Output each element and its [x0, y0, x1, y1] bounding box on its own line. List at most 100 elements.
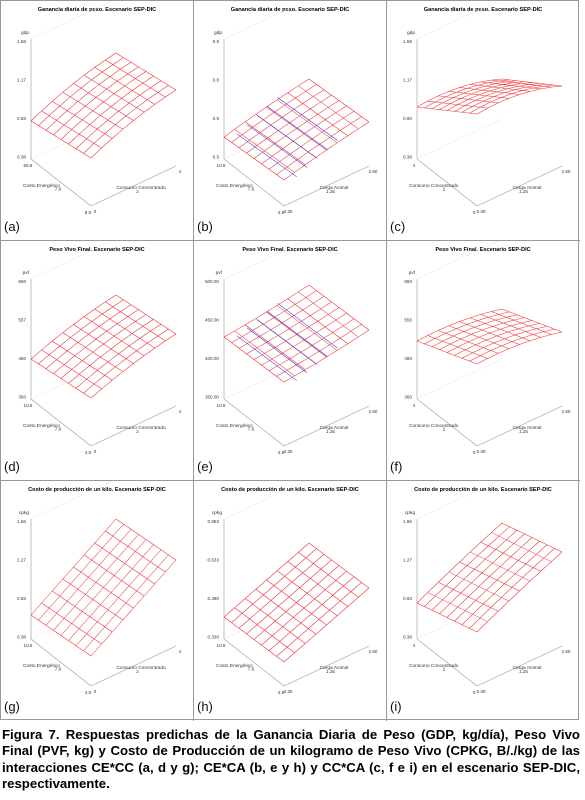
y-tick-label: 2.50: [562, 649, 571, 654]
y-axis: [90, 165, 177, 207]
surface-line: [470, 84, 531, 92]
back-edge: [416, 358, 503, 400]
surface-line: [480, 314, 541, 338]
surface-line: [276, 116, 362, 175]
surface-line: [30, 294, 117, 360]
surface-line: [68, 544, 154, 641]
surface-line: [470, 551, 531, 582]
surface-line: [469, 548, 555, 629]
surface-line: [287, 298, 348, 344]
y-tick-label: 4: [179, 169, 182, 174]
panel-letter: (c): [390, 219, 406, 234]
y-tick-label: 1.25: [519, 669, 528, 674]
y-tick-label: 2.50: [369, 409, 378, 414]
z-tick-label: 0.38: [17, 635, 26, 640]
y-tick-label: 2.50: [369, 649, 378, 654]
z-tick-label: 460: [18, 356, 26, 361]
surface-line-blue: [277, 302, 338, 349]
surface-line: [83, 554, 145, 597]
y-axis-label: Carga Animal: [320, 425, 349, 431]
x-axis-label: Consumo Concentrado: [409, 423, 459, 429]
surface-plot: Ganancia diaria de peso. Escenario SEP-D…: [213, 1, 378, 215]
surface-line: [459, 561, 520, 592]
y-axis-label: Carga Animal: [320, 665, 349, 671]
surface-line: [90, 559, 177, 657]
x-tick-label: 4.6: [278, 690, 285, 695]
surface-line: [115, 294, 177, 335]
z-tick-label: 0.83: [403, 596, 412, 601]
surface-line: [94, 542, 155, 585]
surface-plot: Peso Vivo Final. Escenario SEP-DIC pvf 650…: [404, 241, 571, 455]
surface-line: [491, 311, 552, 335]
y-tick-label: 2.60: [369, 169, 378, 174]
x-axis: [30, 158, 92, 207]
surface-line: [476, 551, 563, 633]
plot-panel: Costo de producción de un kilo. Escenari…: [194, 481, 387, 721]
surface-line: [476, 85, 563, 115]
surface-line-blue: [236, 335, 297, 381]
surface-line: [266, 106, 327, 151]
surface-line: [470, 317, 531, 341]
z-tick-label: 360: [18, 395, 26, 400]
surface-line: [73, 566, 134, 609]
back-edge: [223, 598, 310, 640]
z-tick-label: 550: [404, 318, 412, 323]
y-tick-label: 0.30: [284, 689, 293, 694]
x-tick-label: 0: [473, 450, 476, 455]
surface-line: [424, 526, 510, 607]
y-tick-label: 1.25: [519, 189, 528, 194]
x-tick-label: 2: [443, 187, 446, 192]
surface-line: [75, 80, 162, 149]
back-edge: [30, 241, 113, 280]
x-tick-label: 2: [443, 667, 446, 672]
z-tick-label: 0.6: [213, 116, 220, 121]
y-tick-label: 2.50: [562, 169, 571, 174]
back-edge: [30, 598, 117, 640]
z-label: gdp: [21, 30, 29, 36]
surface-line: [94, 67, 155, 105]
y-tick-label: 0.30: [477, 449, 486, 454]
z-tick-label: 1.58: [403, 39, 412, 44]
surface-line: [90, 89, 177, 159]
surface-line: [501, 522, 563, 553]
x-axis-label: Costo Energético: [23, 423, 60, 429]
plot-panel: Ganancia diaria de peso. Escenario SEP-D…: [1, 1, 194, 241]
back-edge: [30, 118, 117, 160]
back-edge: [30, 1, 113, 40]
y-tick-label: 0: [94, 689, 97, 694]
surface-line: [283, 329, 370, 383]
surface-line: [268, 111, 355, 170]
x-tick-label: 7.6: [55, 187, 62, 192]
surface-line: [223, 284, 310, 338]
z-tick-label: 0.882: [208, 519, 220, 524]
surface-plot: Costo de producción de un kilo. Escenari…: [17, 481, 182, 695]
z-tick-label: 360: [404, 395, 412, 400]
surface-line: [83, 74, 145, 113]
surface-line: [75, 324, 162, 389]
surface-plot: Ganancia diaria de peso. Escenario SEP-D…: [17, 1, 182, 215]
y-tick-label: 4: [179, 409, 182, 414]
surface-line: [90, 333, 177, 399]
y-axis: [283, 165, 370, 207]
z-tick-label: 0.38: [403, 635, 412, 640]
x-tick-label: 7.6: [248, 427, 255, 432]
surface-line: [266, 579, 327, 626]
x-axis: [223, 158, 285, 207]
panel-title: Ganancia diaria de peso. Escenario SEP-D…: [231, 7, 349, 13]
surface-line-blue: [256, 319, 318, 365]
surface-line: [105, 530, 166, 573]
y-axis: [90, 645, 177, 687]
panel-title: Costo de producción de un kilo. Escenari…: [28, 487, 166, 493]
z-tick-label: 0.83: [17, 116, 26, 121]
panel-title: Peso Vivo Final. Escenario SEP-DIC: [242, 247, 337, 253]
z-tick-label: 1.66: [17, 519, 26, 524]
surface-line: [261, 105, 347, 165]
y-axis-label: Consumo Concentrado: [116, 185, 166, 191]
y-tick-label: 0.30: [477, 689, 486, 694]
z-tick-label: 350.00: [205, 395, 219, 400]
x-axis-label: Costo Energético: [23, 183, 60, 189]
z-tick-label: 400.00: [205, 356, 219, 361]
x-tick-label: 10.6: [217, 643, 226, 648]
surface-line: [501, 78, 563, 87]
